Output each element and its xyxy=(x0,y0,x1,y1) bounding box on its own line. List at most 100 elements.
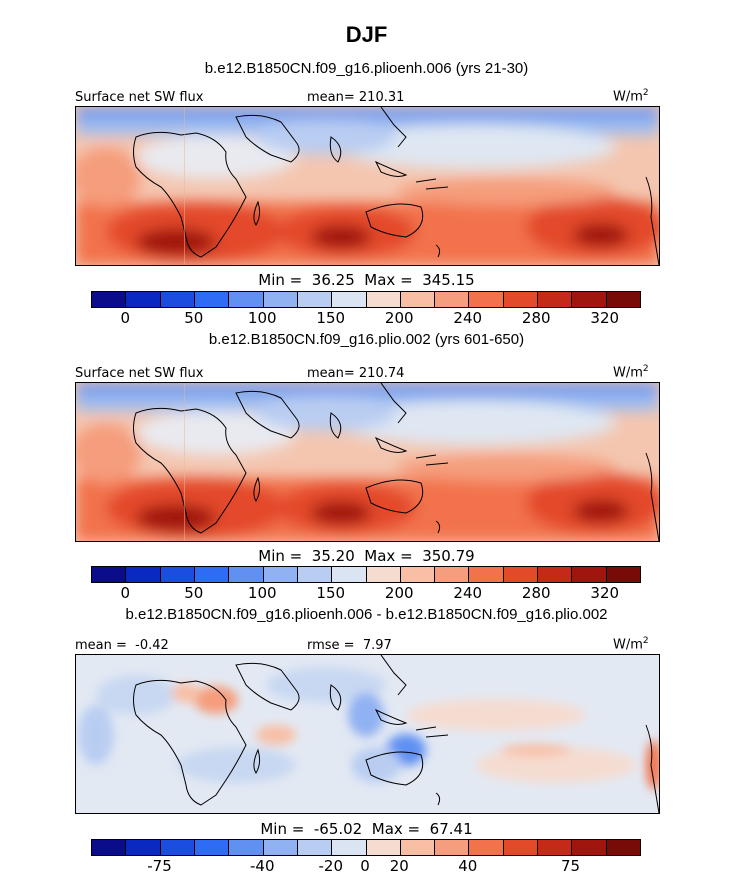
panel-1-map xyxy=(75,106,660,266)
colorbar-tick-label: 200 xyxy=(384,584,414,602)
panel-2-units: W/m2 xyxy=(613,364,649,381)
panel-2-min-value: 35.20 xyxy=(311,547,355,565)
colorbar-swatch xyxy=(366,840,401,855)
colorbar-swatch xyxy=(400,840,436,855)
panel-3-rmse-label: rmse = 7.97 xyxy=(307,638,392,653)
colorbar-tick-label: 20 xyxy=(389,857,409,875)
panel-2-colorbar xyxy=(91,566,641,583)
colorbar-tick-label: 0 xyxy=(120,584,131,602)
colorbar-swatch xyxy=(538,840,573,855)
panel-1-colorbar xyxy=(91,291,641,308)
colorbar-swatch xyxy=(160,292,195,307)
panel-2-mean-label: mean= 210.74 xyxy=(307,366,405,381)
panel-1-subtitle: b.e12.B1850CN.f09_g16.plioenh.006 (yrs 2… xyxy=(204,60,529,77)
colorbar-swatch xyxy=(435,840,470,855)
colorbar-swatch xyxy=(297,840,333,855)
colorbar-swatch xyxy=(572,567,607,582)
panel-1-colorbar-ticks: 0 50 100 150 200 240 280 320 xyxy=(91,309,639,329)
colorbar-swatch xyxy=(469,292,504,307)
colorbar-tick-label: 320 xyxy=(590,584,620,602)
panel-1-field-label: Surface net SW flux xyxy=(75,90,204,105)
colorbar-swatch xyxy=(194,567,230,582)
colorbar-tick-label: 0 xyxy=(360,857,370,875)
colorbar-swatch xyxy=(538,292,573,307)
colorbar-swatch xyxy=(126,567,161,582)
colorbar-swatch xyxy=(229,292,264,307)
colorbar-swatch xyxy=(92,840,127,855)
panel-3-colorbar xyxy=(91,839,641,856)
colorbar-swatch xyxy=(400,567,436,582)
panel-1-map-svg xyxy=(76,107,659,265)
colorbar-swatch xyxy=(606,292,640,307)
colorbar-tick-label: 150 xyxy=(316,584,346,602)
panel-3-units: W/m2 xyxy=(613,636,649,653)
panel-1-max-value: 345.15 xyxy=(422,271,475,289)
colorbar-tick-label: 240 xyxy=(453,584,483,602)
panel-2-mean-value: 210.74 xyxy=(358,366,405,381)
colorbar-swatch xyxy=(263,840,298,855)
colorbar-tick-label: 75 xyxy=(560,857,581,875)
colorbar-swatch xyxy=(92,292,127,307)
panel-3-map-svg xyxy=(76,655,659,813)
colorbar-swatch xyxy=(126,292,161,307)
colorbar-swatch xyxy=(229,567,264,582)
panel-2-max-value: 350.79 xyxy=(422,547,475,565)
panel-2-minmax: Min = 35.20 Max = 350.79 xyxy=(258,547,475,565)
colorbar-swatch xyxy=(92,567,127,582)
colorbar-tick-label: 50 xyxy=(184,309,204,327)
panel-1-mean-value: 210.31 xyxy=(358,90,405,105)
colorbar-swatch xyxy=(606,840,640,855)
panel-1-min-value: 36.25 xyxy=(311,271,355,289)
colorbar-tick-label: 280 xyxy=(521,584,551,602)
panel-3-mean-label: mean = -0.42 xyxy=(75,638,169,653)
colorbar-swatch xyxy=(263,292,298,307)
colorbar-tick-label: 40 xyxy=(458,857,478,875)
colorbar-swatch xyxy=(297,292,333,307)
colorbar-swatch xyxy=(126,840,161,855)
panel-1-units: W/m2 xyxy=(613,88,649,105)
colorbar-swatch xyxy=(366,292,401,307)
colorbar-swatch xyxy=(435,567,470,582)
colorbar-tick-label: 50 xyxy=(184,584,204,602)
colorbar-swatch xyxy=(538,567,573,582)
colorbar-swatch xyxy=(160,567,195,582)
colorbar-swatch xyxy=(194,840,230,855)
colorbar-swatch xyxy=(400,292,436,307)
colorbar-swatch xyxy=(469,840,504,855)
panel-3-map xyxy=(75,654,660,814)
colorbar-swatch xyxy=(572,840,607,855)
colorbar-swatch xyxy=(469,567,504,582)
colorbar-swatch xyxy=(435,292,470,307)
panel-2-map xyxy=(75,382,660,542)
colorbar-tick-label: 240 xyxy=(453,309,483,327)
colorbar-swatch xyxy=(572,292,607,307)
panel-3-rmse-value: 7.97 xyxy=(362,638,392,653)
colorbar-tick-label: -75 xyxy=(147,857,172,875)
colorbar-tick-label: 100 xyxy=(247,584,277,602)
panel-2-colorbar-ticks: 0 50 100 150 200 240 280 320 xyxy=(91,584,639,604)
panel-3-minmax: Min = -65.02 Max = 67.41 xyxy=(260,820,473,838)
figure-title: DJF xyxy=(345,22,388,47)
colorbar-swatch xyxy=(160,840,195,855)
panel-3-mean-value: -0.42 xyxy=(135,638,169,653)
panel-3-subtitle: b.e12.B1850CN.f09_g16.plioenh.006 - b.e1… xyxy=(125,606,608,623)
colorbar-swatch xyxy=(332,840,367,855)
panel-2-subtitle: b.e12.B1850CN.f09_g16.plio.002 (yrs 601-… xyxy=(208,331,525,348)
panel-1-minmax: Min = 36.25 Max = 345.15 xyxy=(258,271,475,289)
colorbar-swatch xyxy=(503,567,539,582)
panel-3-min-value: -65.02 xyxy=(313,820,363,838)
colorbar-tick-label: -20 xyxy=(318,857,344,875)
colorbar-swatch xyxy=(297,567,333,582)
panel-3-colorbar-ticks: -75 -40 -20 0 20 40 75 xyxy=(91,857,639,877)
panel-1-mean-label: mean= 210.31 xyxy=(307,90,405,105)
colorbar-swatch xyxy=(606,567,640,582)
colorbar-tick-label: 200 xyxy=(384,309,414,327)
colorbar-tick-label: -40 xyxy=(250,857,275,875)
colorbar-swatch xyxy=(229,840,264,855)
colorbar-swatch xyxy=(263,567,298,582)
colorbar-tick-label: 100 xyxy=(247,309,277,327)
colorbar-swatch xyxy=(503,292,539,307)
panel-2-map-svg xyxy=(76,383,659,541)
colorbar-tick-label: 280 xyxy=(521,309,551,327)
colorbar-tick-label: 320 xyxy=(590,309,620,327)
